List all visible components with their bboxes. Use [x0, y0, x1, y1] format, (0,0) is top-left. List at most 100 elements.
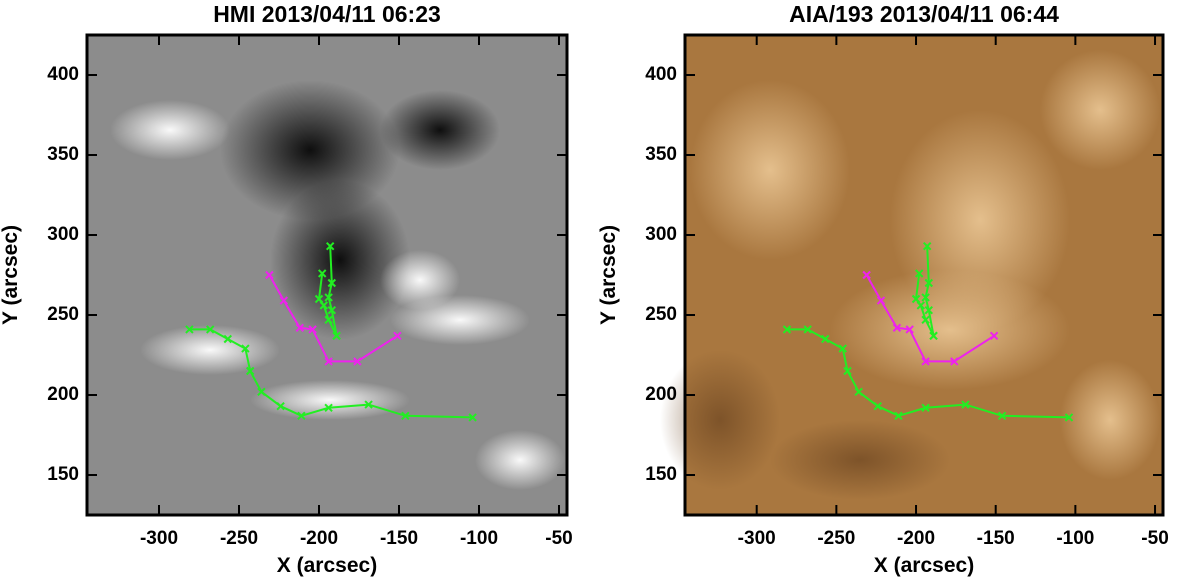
y-tick-label: 350 — [47, 144, 79, 165]
trace-marker — [916, 301, 926, 310]
trace-marker — [911, 294, 921, 304]
texture — [250, 380, 410, 420]
trace-marker — [843, 366, 852, 376]
trace-marker — [782, 325, 792, 334]
trace-marker — [205, 325, 215, 334]
x-tick-label: -150 — [977, 528, 1015, 549]
texture — [475, 430, 565, 490]
panel: HMI 2013/04/11 06:23 X (arcsec) Y (arcsec)… — [0, 1, 573, 577]
trace-marker — [862, 270, 871, 280]
x-axis-label: X (arcsec) — [277, 554, 377, 577]
trace-marker — [873, 401, 883, 411]
trace-marker — [324, 315, 333, 325]
trace-marker — [905, 325, 914, 334]
trace-marker — [894, 411, 903, 421]
y-axis-label: Y (arcsec) — [0, 225, 22, 325]
trace-marker — [921, 403, 930, 413]
trace-marker — [257, 387, 266, 397]
texture — [270, 180, 410, 340]
trace-marker — [317, 269, 327, 278]
plot-frame — [85, 33, 569, 517]
trace-marker — [924, 278, 933, 288]
trace-marker — [295, 323, 305, 333]
texture — [690, 80, 850, 260]
texture — [380, 250, 460, 310]
x-tick-label: -200 — [300, 528, 338, 549]
texture — [140, 325, 280, 375]
trace-marker — [929, 331, 938, 341]
x-tick-label: -250 — [817, 528, 855, 549]
trace-marker — [324, 357, 333, 366]
trace-marker — [401, 411, 410, 421]
trace-marker — [353, 357, 362, 366]
trace-marker — [324, 403, 333, 413]
trace-marker — [876, 296, 886, 305]
y-tick-label: 150 — [47, 464, 79, 485]
y-tick-label: 200 — [47, 384, 79, 405]
chart-title: HMI 2013/04/11 06:23 — [213, 1, 441, 27]
trace-marker — [297, 411, 306, 421]
x-tick-label: -50 — [545, 528, 572, 549]
trace-marker — [308, 325, 317, 334]
y-tick-label: 250 — [47, 304, 79, 325]
texture — [1060, 360, 1160, 480]
trace-marker — [821, 334, 830, 344]
y-tick-label: 200 — [645, 384, 677, 405]
chart-title: AIA/193 2013/04/11 06:44 — [789, 1, 1059, 27]
trace-marker — [997, 411, 1007, 421]
trace-marker — [921, 315, 930, 325]
trace-marker — [325, 241, 335, 251]
plot-frame — [683, 33, 1165, 517]
texture — [660, 350, 780, 490]
trace-marker — [961, 400, 970, 409]
trace-marker — [314, 294, 324, 304]
texture — [830, 270, 1070, 390]
y-axis-label: Y (arcsec) — [597, 225, 620, 325]
trace-marker — [245, 366, 255, 376]
x-tick-label: -250 — [220, 528, 258, 549]
x-tick-label: -300 — [738, 528, 776, 549]
trace-marker — [364, 400, 373, 409]
trace-marker — [265, 270, 274, 280]
trace-marker — [803, 325, 812, 334]
y-tick-label: 400 — [47, 64, 79, 85]
texture — [770, 420, 950, 500]
y-tick-label: 150 — [645, 464, 677, 485]
trace-marker — [922, 241, 932, 251]
trace-marker — [924, 305, 933, 315]
trace-marker — [327, 278, 337, 288]
trace-marker — [1064, 413, 1074, 422]
texture — [380, 90, 500, 170]
trace-marker — [854, 387, 863, 397]
trace-marker — [241, 344, 250, 353]
trace-marker — [332, 331, 341, 341]
trace-marker — [279, 296, 289, 305]
trace-marker — [276, 401, 285, 411]
trace-marker — [327, 305, 337, 315]
trace-marker — [223, 334, 233, 344]
trace-marker — [319, 301, 329, 310]
trace-marker — [921, 357, 930, 366]
x-axis-label: X (arcsec) — [874, 554, 974, 577]
y-tick-label: 350 — [645, 144, 677, 165]
x-tick-label: -150 — [380, 528, 418, 549]
trace-marker — [989, 331, 999, 341]
trace-marker — [892, 323, 902, 333]
trace-marker — [838, 344, 847, 353]
trace-marker — [324, 293, 333, 302]
panel: AIA/193 2013/04/11 06:44 X (arcsec) Y (arc… — [597, 1, 1169, 577]
x-tick-label: -100 — [460, 528, 498, 549]
x-tick-label: -100 — [1056, 528, 1094, 549]
texture — [110, 100, 230, 160]
trace-marker — [915, 269, 924, 278]
y-tick-label: 300 — [47, 224, 79, 245]
trace-marker — [921, 293, 930, 302]
x-tick-label: -50 — [1141, 528, 1168, 549]
y-tick-label: 300 — [645, 224, 677, 245]
trace-marker — [393, 331, 402, 341]
trace-marker — [950, 357, 959, 366]
trace-marker — [468, 413, 477, 422]
x-tick-label: -300 — [140, 528, 178, 549]
trace-marker — [185, 325, 194, 334]
